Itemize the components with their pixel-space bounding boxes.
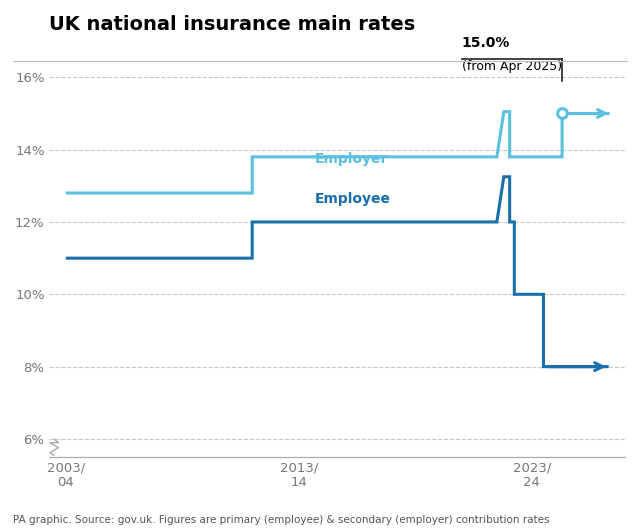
Text: PA graphic. Source: gov.uk. Figures are primary (employee) & secondary (employer: PA graphic. Source: gov.uk. Figures are … (13, 515, 549, 525)
Text: Employee: Employee (315, 192, 391, 206)
Text: (from Apr 2025): (from Apr 2025) (462, 60, 562, 73)
Text: Employer: Employer (315, 152, 388, 166)
Text: 15.0%: 15.0% (462, 36, 510, 50)
Text: UK national insurance main rates: UK national insurance main rates (49, 15, 416, 34)
